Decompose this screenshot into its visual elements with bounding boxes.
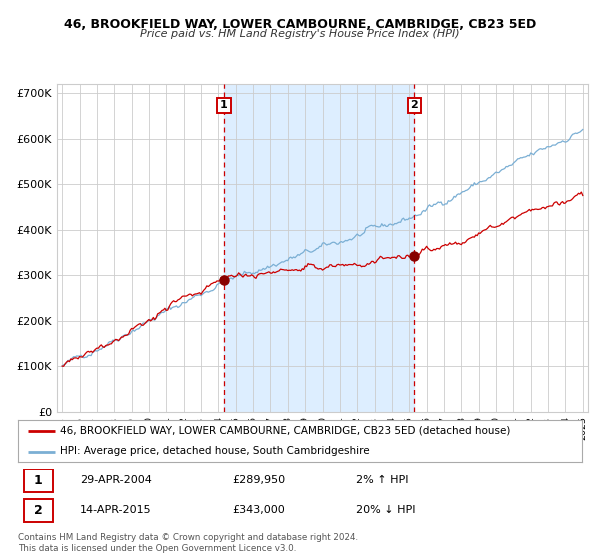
Text: Contains HM Land Registry data © Crown copyright and database right 2024.
This d: Contains HM Land Registry data © Crown c… <box>18 533 358 553</box>
Bar <box>224 84 414 412</box>
Text: 1: 1 <box>34 474 43 487</box>
Text: HPI: Average price, detached house, South Cambridgeshire: HPI: Average price, detached house, Sout… <box>60 446 370 456</box>
Text: 2% ↑ HPI: 2% ↑ HPI <box>356 475 409 485</box>
Text: £289,950: £289,950 <box>232 475 286 485</box>
Text: 1: 1 <box>220 100 228 110</box>
Text: 29-APR-2004: 29-APR-2004 <box>80 475 152 485</box>
Text: 2: 2 <box>410 100 418 110</box>
Text: 14-APR-2015: 14-APR-2015 <box>80 506 152 515</box>
Text: 20% ↓ HPI: 20% ↓ HPI <box>356 506 416 515</box>
Text: 46, BROOKFIELD WAY, LOWER CAMBOURNE, CAMBRIDGE, CB23 5ED (detached house): 46, BROOKFIELD WAY, LOWER CAMBOURNE, CAM… <box>60 426 511 436</box>
Text: £343,000: £343,000 <box>232 506 285 515</box>
Text: 2: 2 <box>34 504 43 517</box>
Text: 46, BROOKFIELD WAY, LOWER CAMBOURNE, CAMBRIDGE, CB23 5ED: 46, BROOKFIELD WAY, LOWER CAMBOURNE, CAM… <box>64 18 536 31</box>
FancyBboxPatch shape <box>23 469 53 492</box>
FancyBboxPatch shape <box>23 499 53 522</box>
Text: Price paid vs. HM Land Registry's House Price Index (HPI): Price paid vs. HM Land Registry's House … <box>140 29 460 39</box>
